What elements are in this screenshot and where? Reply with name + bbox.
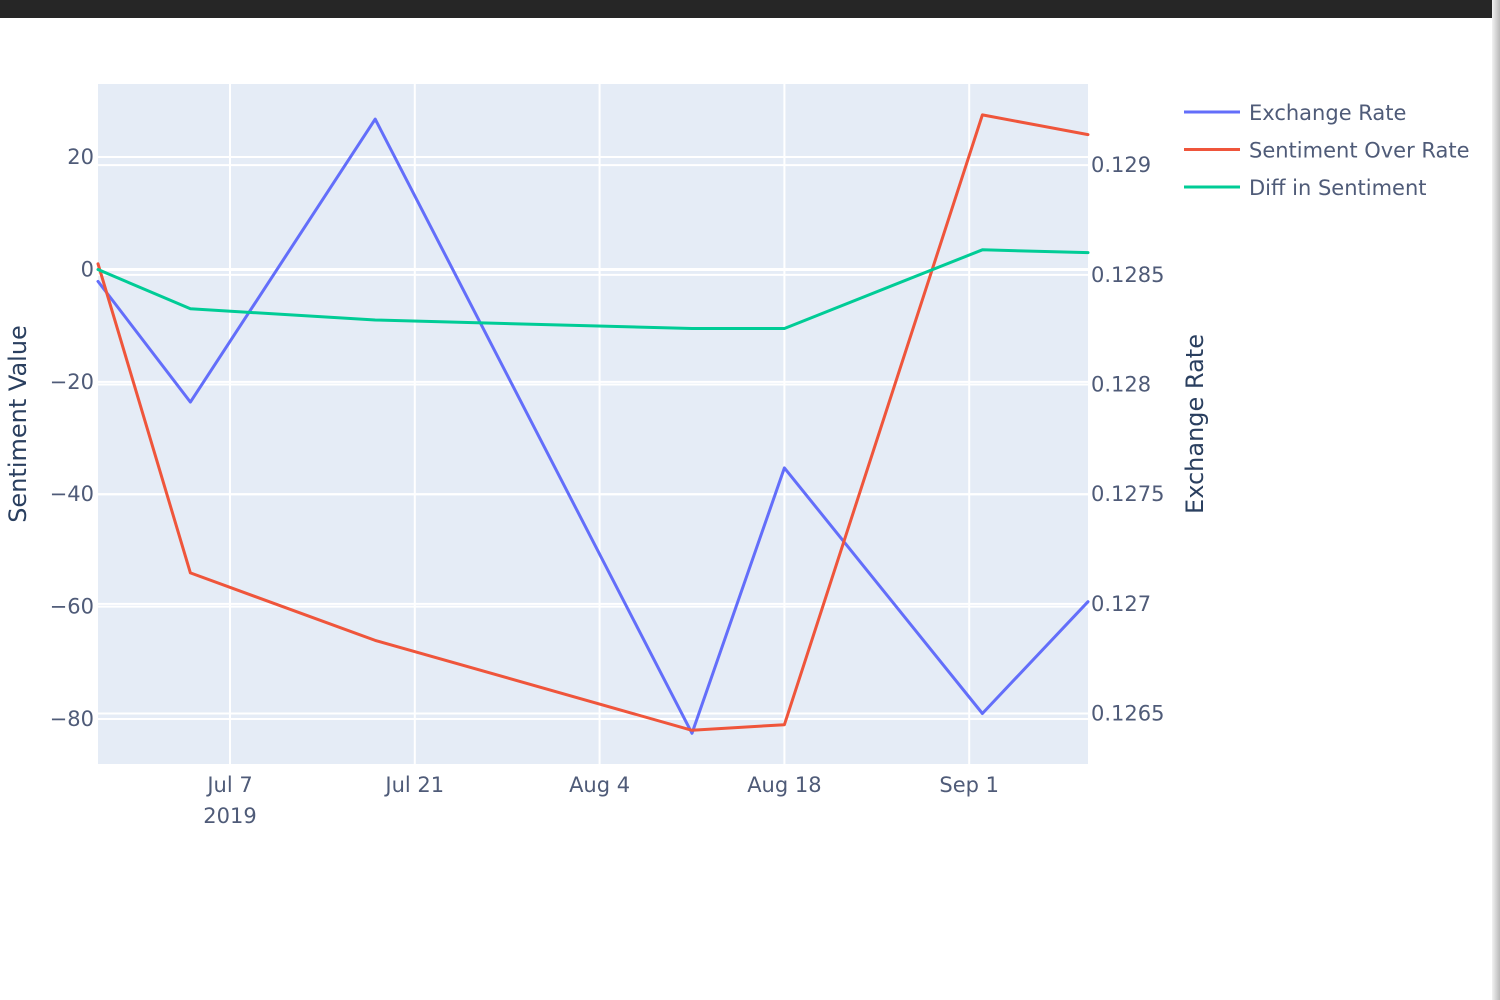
series-line-diff-in-sentiment	[96, 248, 1090, 330]
y-tick-label: −60	[50, 595, 94, 619]
y-tick-label: 20	[67, 145, 94, 169]
legend-label: Exchange Rate	[1249, 101, 1406, 125]
x-tick-label: Jul 7	[205, 773, 252, 797]
plot-background	[98, 84, 1088, 764]
legend[interactable]: Exchange Rate Sentiment Over Rate Diff in …	[1184, 101, 1470, 200]
y-axis-title: Sentiment Value	[4, 325, 32, 523]
window-top-bar	[0, 0, 1500, 18]
legend-item-exchange-rate[interactable]: Exchange Rate	[1184, 101, 1406, 125]
legend-label: Diff in Sentiment	[1249, 176, 1427, 200]
legend-item-sentiment-over-rate[interactable]: Sentiment Over Rate	[1184, 139, 1470, 163]
series-line-sentiment-over-rate	[96, 113, 1090, 732]
y-tick-label: 0	[81, 257, 94, 281]
x-tick-label: Sep 1	[939, 773, 999, 797]
y2-axis-ticks: 0.129 0.1285 0.128 0.1275 0.127 0.1265	[1091, 153, 1164, 725]
y-tick-label: −80	[50, 707, 94, 731]
x-tick-label: Aug 4	[569, 773, 630, 797]
x-axis-ticks: Jul 7 2019 Jul 21 Aug 4 Aug 18 Sep 1	[203, 773, 999, 828]
x-tick-label: Jul 21	[383, 773, 444, 797]
x-tick-sublabel: 2019	[203, 804, 256, 828]
y2-axis-title: Exchange Rate	[1181, 334, 1209, 514]
y2-tick-label: 0.1285	[1091, 263, 1164, 287]
y-tick-label: −20	[50, 370, 94, 394]
y2-tick-label: 0.128	[1091, 373, 1151, 397]
series-lines	[96, 113, 1090, 735]
y2-tick-label: 0.127	[1091, 592, 1151, 616]
y2-tick-label: 0.1265	[1091, 702, 1164, 726]
legend-item-diff-in-sentiment[interactable]: Diff in Sentiment	[1184, 176, 1427, 200]
y2-tick-label: 0.129	[1091, 153, 1151, 177]
x-tick-label: Aug 18	[747, 773, 821, 797]
series-line-exchange-rate	[96, 117, 1090, 735]
y2-tick-label: 0.1275	[1091, 482, 1164, 506]
y-tick-label: −40	[50, 482, 94, 506]
window-right-edge	[1492, 0, 1500, 1000]
legend-label: Sentiment Over Rate	[1249, 139, 1470, 163]
y-axis-ticks: 20 0 −20 −40 −60 −80	[50, 145, 94, 731]
